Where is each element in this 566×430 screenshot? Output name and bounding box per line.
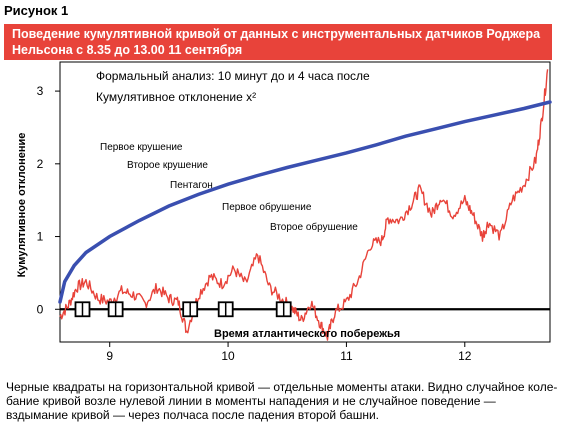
event-label: Первое крушение: [100, 142, 183, 153]
annotation-line-1: Формальный анализ: 10 минут до и 4 часа …: [96, 69, 370, 83]
figure-label: Рисунок 1: [4, 3, 69, 18]
y-tick-label: 1: [37, 230, 44, 244]
event-label: Второе обрушение: [270, 221, 358, 233]
plot-area-border: [59, 61, 551, 343]
deviation-series-line: [59, 69, 549, 341]
cumulative-series-line: [58, 100, 552, 304]
y-axis-label: Кумулятивное отклонение: [16, 133, 28, 278]
zero-line-label: Время атлантического побережья: [214, 328, 400, 340]
y-tick-label: 2: [37, 157, 44, 171]
y-tick-label: 0: [37, 302, 44, 316]
event-label: Второе крушение: [127, 160, 208, 171]
x-tick-label: 12: [458, 349, 472, 363]
x-tick-label: 10: [221, 349, 235, 363]
y-tick-label: 3: [37, 84, 44, 98]
attack-markers: Первое крушение Второе крушение Пентагон Пе…: [74, 142, 358, 318]
x-tick-label: 9: [106, 349, 113, 363]
x-tick-label: 11: [340, 349, 353, 363]
figure-caption: Черные квадраты на горизонтальной кривой…: [6, 380, 558, 422]
chart-title: Поведение кумулятивной кривой от данных …: [4, 24, 552, 60]
event-label: Первое обрушение: [222, 201, 312, 213]
annotation-line-2: Кумулятивное отклонение x²: [96, 90, 256, 104]
event-label: Пентагон: [170, 180, 213, 191]
